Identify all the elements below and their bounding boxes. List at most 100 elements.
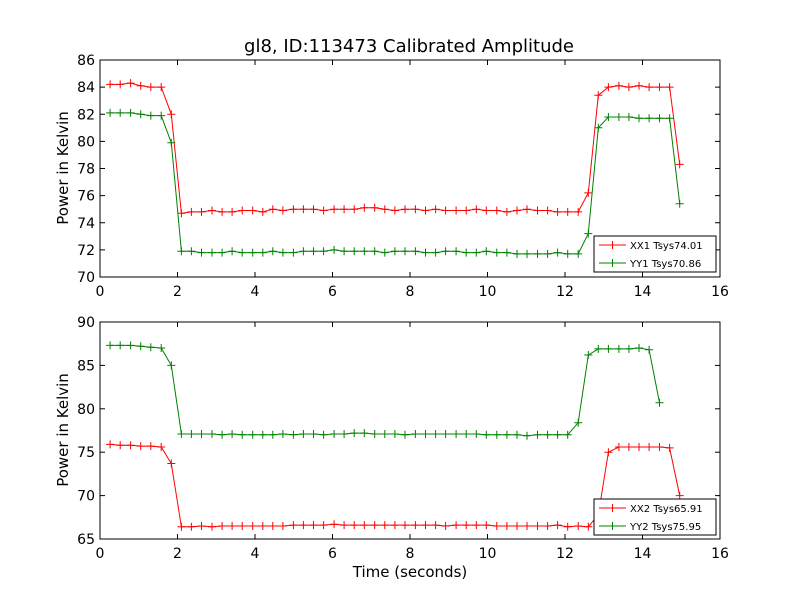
- bottom-data-point-yy2: [309, 430, 318, 438]
- top-data-point-yy1: [157, 111, 166, 120]
- top-data-point-xx1: [624, 83, 633, 92]
- bottom-data-point-yy2: [594, 344, 603, 353]
- top-x-tick-label: 14: [634, 284, 652, 300]
- top-y-tick-label: 78: [77, 162, 95, 178]
- top-data-point-yy1: [218, 248, 227, 257]
- bottom-data-point-xx2: [431, 521, 440, 530]
- top-data-point-yy1: [553, 248, 562, 257]
- bottom-data-point-xx2: [258, 522, 267, 530]
- bottom-data-point-xx2: [289, 521, 298, 530]
- top-data-point-yy1: [594, 123, 603, 132]
- top-data-point-xx1: [380, 205, 389, 214]
- bottom-data-point-xx2: [441, 522, 450, 530]
- top-data-point-yy1: [462, 248, 471, 257]
- top-data-point-yy1: [268, 247, 277, 256]
- top-data-point-yy1: [390, 247, 399, 256]
- top-data-point-yy1: [146, 111, 155, 120]
- top-x-tick-label: 12: [556, 284, 574, 300]
- bottom-data-point-xx2: [553, 521, 562, 530]
- top-data-point-yy1: [228, 247, 237, 256]
- bottom-x-tick-label: 12: [556, 546, 574, 562]
- bottom-data-point-xx2: [157, 443, 166, 451]
- bottom-data-point-yy2: [319, 430, 328, 439]
- bottom-data-point-xx2: [502, 522, 511, 530]
- top-data-point-xx1: [187, 207, 196, 216]
- bottom-data-point-yy2: [533, 430, 542, 439]
- top-data-point-yy1: [482, 247, 491, 256]
- bottom-plot: 0 2 4 6 8 10 12 14 16 65 70 75 80 85 90 Power in Kelvi…: [54, 315, 729, 581]
- top-data-point-yy1: [533, 249, 542, 258]
- bottom-data-point-xx2: [513, 522, 521, 530]
- top-data-point-yy1: [452, 247, 461, 256]
- top-data-point-yy1: [136, 110, 145, 119]
- bottom-data-point-xx2: [136, 442, 145, 451]
- bottom-data-point-xx2: [177, 522, 186, 531]
- top-data-point-yy1: [574, 249, 583, 258]
- top-data-point-yy1: [197, 248, 206, 257]
- bottom-legend-box: [593, 498, 717, 536]
- bottom-legend-marker-yy2: [608, 522, 617, 530]
- top-data-point-yy1: [614, 113, 623, 121]
- top-data-point-yy1: [116, 108, 125, 117]
- top-data-point-yy1: [289, 248, 298, 257]
- bottom-data-point-xx2: [614, 443, 623, 451]
- bottom-data-point-xx2: [543, 522, 552, 530]
- top-data-point-xx1: [278, 206, 287, 215]
- top-data-point-xx1: [604, 83, 613, 92]
- bottom-data-point-yy2: [268, 430, 277, 439]
- top-data-point-xx1: [106, 80, 115, 89]
- bottom-data-point-xx2: [462, 521, 471, 530]
- top-data-point-xx1: [441, 206, 450, 215]
- bottom-data-point-yy2: [421, 430, 430, 438]
- bottom-data-point-xx2: [645, 443, 654, 451]
- top-data-point-yy1: [472, 248, 481, 257]
- top-data-point-yy1: [187, 247, 196, 256]
- top-data-point-xx1: [157, 83, 166, 92]
- top-data-point-xx1: [390, 206, 399, 215]
- bottom-data-point-yy2: [462, 430, 471, 438]
- bottom-data-point-xx2: [533, 522, 542, 530]
- top-data-point-yy1: [167, 138, 176, 147]
- top-data-point-yy1: [350, 247, 359, 256]
- bottom-data-point-yy2: [563, 430, 572, 439]
- bottom-x-tick-label: 6: [328, 546, 337, 562]
- bottom-data-point-yy2: [645, 345, 654, 354]
- bottom-y-tick-label: 70: [77, 489, 95, 505]
- top-data-point-xx1: [584, 188, 593, 197]
- top-data-point-xx1: [258, 207, 267, 216]
- bottom-data-point-yy2: [299, 430, 308, 438]
- bottom-data-point-yy2: [106, 341, 115, 350]
- bottom-data-point-xx2: [106, 440, 115, 449]
- top-data-point-xx1: [472, 205, 481, 214]
- top-data-point-xx1: [360, 203, 369, 212]
- bottom-data-point-xx2: [116, 441, 125, 450]
- top-data-point-yy1: [543, 249, 552, 258]
- bottom-data-point-yy2: [360, 429, 369, 438]
- bottom-legend-marker-xx2: [608, 504, 617, 512]
- bottom-data-point-xx2: [268, 522, 277, 530]
- bottom-data-point-yy2: [390, 430, 399, 438]
- top-data-point-xx1: [370, 203, 379, 212]
- bottom-data-point-yy2: [441, 430, 450, 438]
- bottom-data-point-xx2: [584, 522, 593, 531]
- top-data-point-xx1: [675, 160, 684, 169]
- bottom-x-axis-label: Time (seconds): [352, 563, 468, 581]
- bottom-data-point-xx2: [523, 522, 531, 530]
- bottom-data-point-yy2: [258, 430, 267, 439]
- bottom-data-point-xx2: [635, 443, 643, 451]
- top-data-point-xx1: [289, 205, 298, 214]
- top-data-point-yy1: [431, 248, 440, 257]
- bottom-y-tick-label: 65: [77, 532, 95, 548]
- top-data-point-xx1: [340, 205, 349, 214]
- top-data-point-yy1: [675, 199, 684, 208]
- top-data-point-xx1: [116, 80, 125, 89]
- top-series-line-xx1: [110, 82, 681, 214]
- bottom-data-point-xx2: [197, 522, 206, 530]
- bottom-data-point-xx2: [563, 522, 572, 531]
- top-data-point-xx1: [248, 206, 257, 215]
- top-data-point-xx1: [462, 206, 471, 215]
- bottom-data-point-yy2: [380, 430, 389, 438]
- top-data-point-xx1: [533, 206, 542, 215]
- top-data-point-xx1: [543, 206, 552, 215]
- top-data-point-yy1: [370, 247, 379, 256]
